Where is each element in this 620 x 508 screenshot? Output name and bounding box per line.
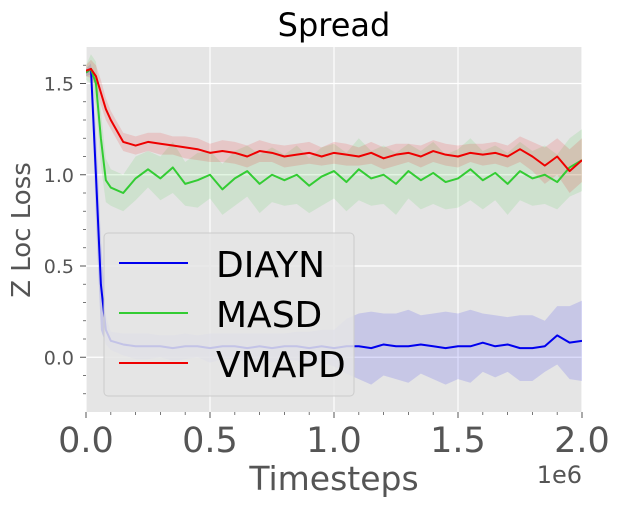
legend-label-diayn: DIAYN: [216, 245, 325, 286]
legend-label-masd: MASD: [216, 295, 322, 336]
series-line-vmapd: [86, 67, 582, 173]
legend-layer: DIAYN MASD VMAPD: [103, 232, 355, 397]
band-vmapd: [86, 59, 582, 194]
y-axis-label: Z Loc Loss: [7, 162, 37, 298]
x-tick-label: 0.5: [182, 421, 238, 461]
y-tick-label: 1.5: [44, 74, 74, 96]
series-line-masd: [86, 67, 582, 194]
chart-title: Spread: [278, 6, 391, 44]
legend-box: [103, 232, 355, 397]
axis-layer: 0.0 0.5 1.0 1.5 2.0 0.0 0.5 1.0 1.5: [44, 64, 610, 461]
y-tick-label: 0.0: [44, 347, 74, 369]
y-tick-label: 0.5: [44, 256, 74, 278]
x-tick-label: 2.0: [554, 421, 610, 461]
x-tick-label: 0.0: [58, 421, 114, 461]
y-tick-label: 1.0: [44, 165, 74, 187]
x-tick-label: 1.0: [306, 421, 362, 461]
legend-label-vmapd: VMAPD: [216, 345, 346, 386]
x-axis-label: Timesteps: [248, 459, 418, 498]
x-offset-label: 1e6: [537, 461, 582, 489]
x-tick-label: 1.5: [430, 421, 486, 461]
